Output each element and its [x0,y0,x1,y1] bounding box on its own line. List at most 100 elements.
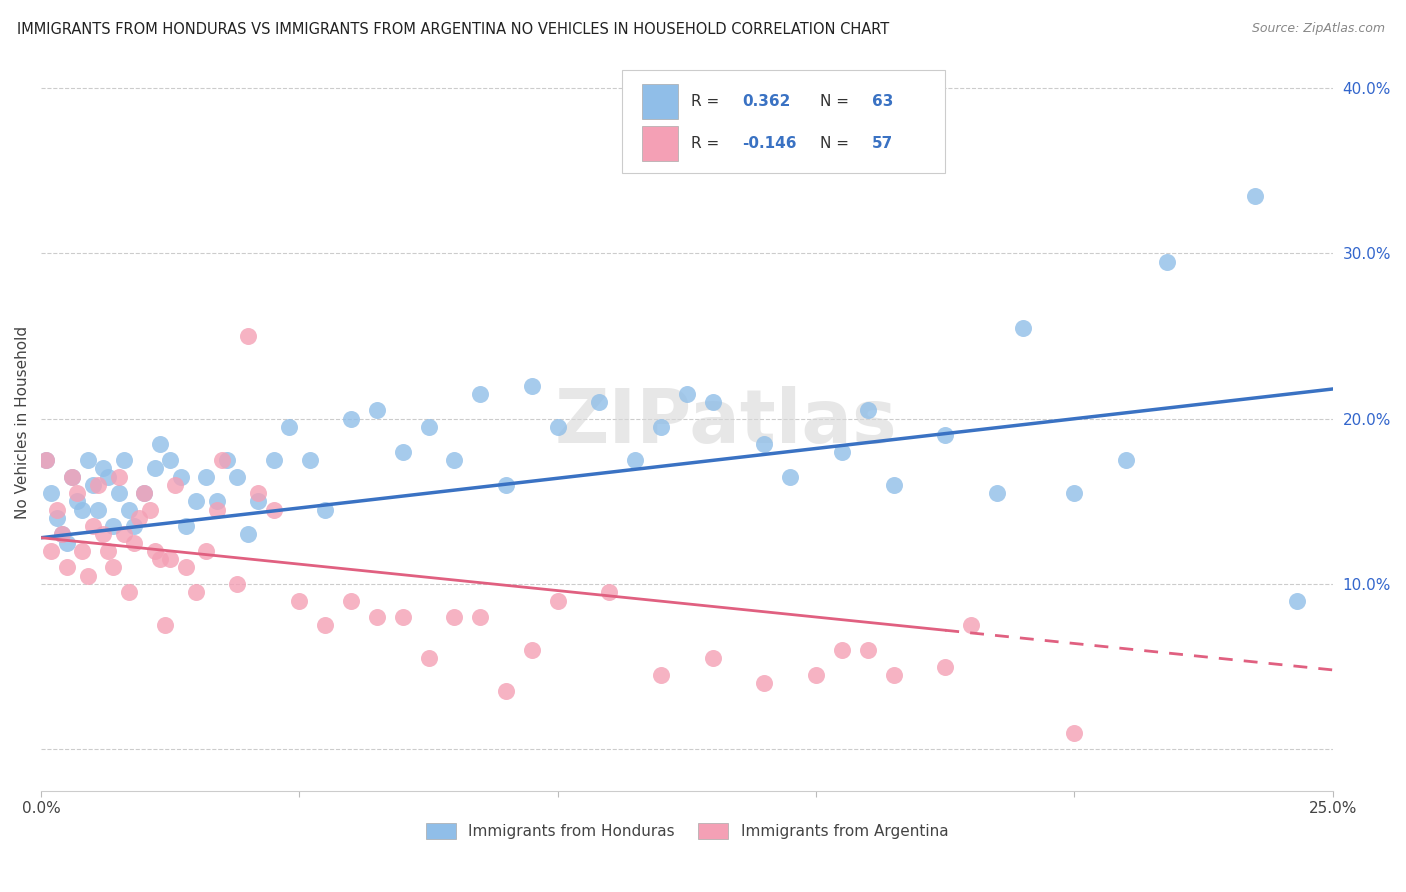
Point [934,659,956,673]
Point [87,478,110,492]
Point [217,453,239,467]
Point [1011,321,1033,335]
Point [97,469,120,483]
Point [624,453,647,467]
Point [45,502,67,516]
Point [676,387,699,401]
Point [727,122,749,136]
Point [153,618,176,632]
Point [138,502,160,516]
Point [588,395,610,409]
Point [211,453,233,467]
Y-axis label: No Vehicles in Household: No Vehicles in Household [15,326,30,519]
Point [495,478,517,492]
Point [45,511,67,525]
Point [391,610,413,624]
Text: 0.362: 0.362 [742,94,790,109]
Point [97,544,120,558]
Point [82,519,104,533]
Point [804,668,827,682]
Point [702,651,724,665]
Point [520,378,543,392]
Point [184,494,207,508]
Point [128,511,150,525]
Point [883,668,905,682]
Point [87,502,110,516]
Point [1115,453,1137,467]
Point [443,610,465,624]
Point [91,461,114,475]
Point [118,585,141,599]
FancyBboxPatch shape [641,84,678,120]
Point [247,486,270,500]
Point [174,560,197,574]
Point [82,478,104,492]
Point [1063,486,1085,500]
Point [72,544,94,558]
Point [278,420,301,434]
Point [35,453,58,467]
Point [856,403,879,417]
Point [174,519,197,533]
Point [856,643,879,657]
Point [1156,254,1178,268]
Point [205,494,228,508]
Text: Source: ZipAtlas.com: Source: ZipAtlas.com [1251,22,1385,36]
Point [391,444,413,458]
Point [418,420,440,434]
Point [107,486,129,500]
Point [934,428,956,442]
Point [76,453,98,467]
Point [118,502,141,516]
Point [470,610,492,624]
Point [226,577,249,591]
Point [51,527,73,541]
Point [598,585,620,599]
Point [314,502,336,516]
Point [754,436,776,450]
Point [195,469,218,483]
Text: ZIPatlas: ZIPatlas [554,386,897,459]
Text: 57: 57 [872,136,893,151]
Point [520,643,543,657]
Point [883,478,905,492]
Point [831,643,853,657]
Point [226,469,249,483]
Point [702,395,724,409]
Point [107,469,129,483]
FancyBboxPatch shape [641,126,678,161]
Point [195,544,218,558]
Point [986,486,1008,500]
Point [41,486,63,500]
Point [56,560,79,574]
Point [340,593,363,607]
Point [495,684,517,698]
Text: IMMIGRANTS FROM HONDURAS VS IMMIGRANTS FROM ARGENTINA NO VEHICLES IN HOUSEHOLD C: IMMIGRANTS FROM HONDURAS VS IMMIGRANTS F… [17,22,889,37]
Point [103,560,125,574]
Point [56,535,79,549]
Point [169,469,191,483]
Point [263,502,285,516]
Point [1285,593,1308,607]
Point [650,420,672,434]
Point [143,461,166,475]
Point [66,494,89,508]
Point [236,527,259,541]
Point [443,453,465,467]
Point [366,403,388,417]
Point [779,469,801,483]
Point [340,411,363,425]
Point [314,618,336,632]
Point [1063,725,1085,739]
Point [247,494,270,508]
Text: -0.146: -0.146 [742,136,797,151]
Point [60,469,83,483]
Point [76,568,98,582]
Point [418,651,440,665]
Point [184,585,207,599]
Point [263,453,285,467]
Point [122,535,145,549]
Point [112,527,135,541]
Point [41,544,63,558]
Point [122,519,145,533]
